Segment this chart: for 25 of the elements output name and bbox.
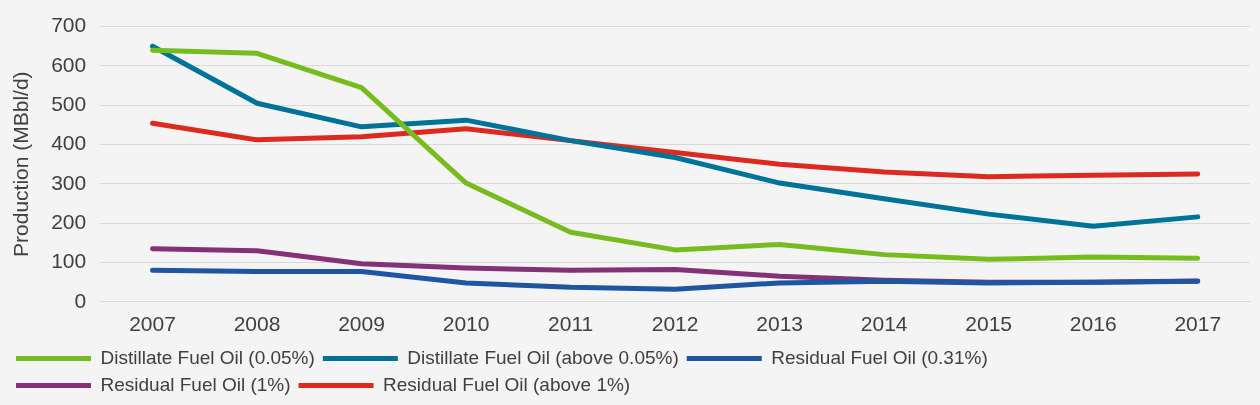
y-tick-label: 0 [74, 288, 87, 312]
legend-label: Distillate Fuel Oil (above 0.05%) [407, 346, 679, 368]
y-tick-label: 700 [51, 13, 87, 37]
x-tick-label: 2013 [756, 312, 803, 336]
y-tick-label: 500 [51, 92, 87, 116]
legend-label: Residual Fuel Oil (0.31%) [771, 346, 988, 368]
y-tick-label: 200 [51, 209, 87, 233]
y-tick-label: 400 [51, 131, 87, 155]
x-tick-label: 2011 [548, 312, 594, 336]
legend-label: Residual Fuel Oil (1%) [100, 373, 291, 395]
legend-label: Residual Fuel Oil (above 1%) [383, 373, 631, 395]
x-tick-label: 2016 [1069, 312, 1117, 336]
x-tick-label: 2015 [965, 312, 1013, 336]
x-tick-label: 2007 [129, 312, 176, 336]
y-tick-label: 300 [51, 170, 87, 194]
y-tick-label: 600 [51, 52, 87, 76]
y-tick-label: 100 [51, 249, 87, 273]
x-tick-label: 2010 [442, 312, 490, 336]
x-tick-label: 2014 [860, 312, 908, 336]
x-tick-label: 2009 [338, 312, 385, 336]
x-tick-label: 2012 [651, 312, 699, 336]
x-tick-label: 2008 [233, 312, 281, 336]
x-tick-label: 2017 [1174, 312, 1222, 336]
y-axis-title: Production (MBbl/d) [9, 71, 33, 257]
legend-label: Distillate Fuel Oil (0.05%) [100, 346, 315, 368]
